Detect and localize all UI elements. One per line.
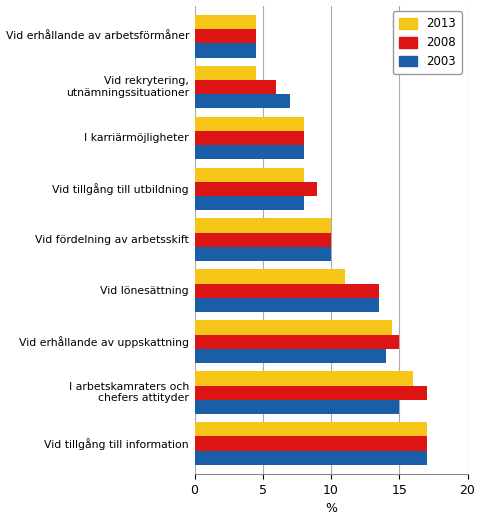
Bar [194, 400, 398, 414]
Bar [194, 29, 255, 43]
Bar [194, 168, 303, 182]
Legend: 2013, 2008, 2003: 2013, 2008, 2003 [392, 11, 461, 74]
Bar [194, 298, 378, 312]
Bar [194, 131, 303, 145]
Bar [194, 233, 330, 247]
Bar [194, 66, 255, 80]
Bar [194, 269, 344, 283]
Bar [194, 196, 303, 210]
Bar [194, 218, 330, 233]
Bar [194, 320, 392, 334]
Bar [194, 334, 398, 349]
Bar [194, 117, 303, 131]
Bar [194, 422, 426, 437]
Bar [194, 371, 412, 386]
Bar [194, 349, 385, 363]
Bar [194, 247, 330, 261]
Bar [194, 94, 289, 108]
Bar [194, 15, 255, 29]
Bar [194, 451, 426, 465]
X-axis label: %: % [324, 502, 336, 515]
Bar [194, 80, 276, 94]
Bar [194, 182, 317, 196]
Bar [194, 43, 255, 57]
Bar [194, 283, 378, 298]
Bar [194, 437, 426, 451]
Bar [194, 145, 303, 159]
Bar [194, 386, 426, 400]
